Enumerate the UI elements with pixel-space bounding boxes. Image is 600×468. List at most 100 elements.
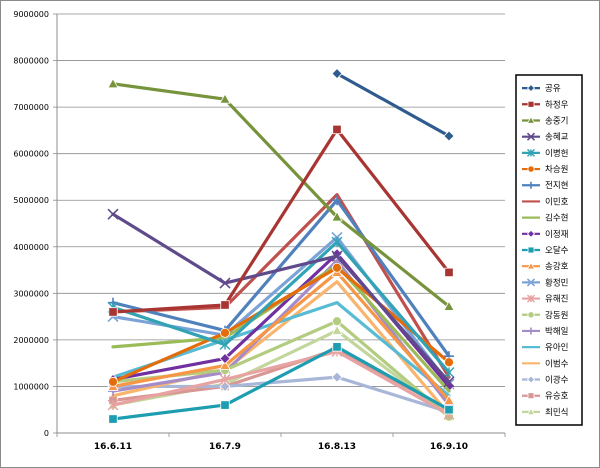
data-point (219, 93, 231, 104)
y-tick-label: 7000000 (13, 103, 49, 112)
legend-item: 유해진 (522, 294, 568, 305)
legend-item: 최민식 (522, 407, 568, 418)
legend-item: 차승원 (522, 165, 568, 175)
data-point (219, 352, 231, 365)
x-tick-label: 16.6.11 (94, 442, 132, 452)
data-point (219, 359, 231, 370)
y-tick-label: 9000000 (13, 10, 49, 19)
legend-marker (526, 84, 536, 93)
legend-label: 이범수 (545, 358, 569, 369)
legend-marker (527, 327, 535, 335)
legend-label: 김수현 (545, 213, 568, 224)
data-point (444, 405, 454, 415)
legend-item: 이민호 (522, 196, 569, 207)
series-2 (108, 124, 454, 317)
legend-marker (527, 392, 535, 400)
series-line (111, 240, 451, 375)
legend-item: 송강호 (522, 261, 569, 272)
legend-item: 송혜교 (522, 132, 569, 143)
legend-marker (527, 294, 535, 303)
series-line (111, 198, 451, 358)
series-line (111, 349, 451, 416)
legend-label: 이병헌 (545, 148, 568, 159)
legend-item: 이광수 (522, 375, 569, 386)
data-point (332, 316, 342, 327)
series-line (111, 212, 451, 384)
legend-label: 차승원 (545, 165, 568, 175)
x-tick-label: 16.8.13 (318, 442, 356, 452)
legend-label: 하정우 (545, 99, 569, 110)
legend-marker (526, 375, 536, 384)
legend-item: 송중기 (522, 116, 568, 126)
data-point (107, 78, 119, 89)
series-11 (108, 342, 454, 424)
data-point (332, 124, 342, 135)
y-tick-label: 2000000 (13, 336, 49, 345)
legend-marker (526, 132, 536, 141)
data-point (331, 371, 343, 383)
legend-item: 이병헌 (522, 148, 568, 159)
gridlines (57, 13, 505, 387)
y-tick-label: 3000000 (13, 289, 49, 298)
legend-item: 강동원 (522, 310, 568, 321)
series-line (111, 127, 451, 314)
legend-item: 유승호 (522, 392, 569, 402)
series-line (111, 375, 451, 414)
x-tick-label: 16.9.10 (430, 442, 468, 452)
legend-label: 유해진 (545, 294, 568, 305)
data-point (220, 300, 230, 310)
legend-item: 김수현 (522, 213, 568, 224)
legend-label: 공유 (545, 84, 561, 94)
series-12 (107, 266, 455, 405)
series-line (335, 71, 451, 138)
y-tick-label: 1000000 (13, 382, 49, 391)
data-point (219, 339, 231, 351)
legend-item: 이범수 (522, 358, 569, 369)
data-point (107, 208, 119, 220)
series-6 (108, 262, 454, 387)
y-tick-label: 8000000 (13, 57, 49, 66)
data-point (331, 68, 343, 80)
legend-label: 유승호 (545, 392, 569, 402)
legend-label: 이광수 (545, 375, 569, 386)
data-point (331, 324, 343, 335)
legend-item: 하정우 (522, 99, 569, 110)
data-point (332, 342, 342, 352)
series-line (111, 345, 451, 421)
legend-label: 전지현 (545, 180, 568, 191)
legend-item: 오달수 (522, 245, 569, 256)
legend-marker (526, 116, 536, 124)
y-tick-label: 5000000 (13, 196, 49, 205)
series-line (111, 270, 451, 403)
legend: 공유하정우송중기송혜교이병헌차승원전지현이민호김수현이정재오달수송강호황정민유해… (515, 74, 583, 426)
legend-item: 공유 (522, 84, 561, 94)
series-line (111, 266, 451, 384)
data-point (443, 130, 455, 142)
legend-marker (527, 165, 535, 173)
legend-label: 박해일 (545, 326, 568, 337)
data-point (220, 400, 230, 410)
data-point (444, 357, 454, 368)
legend-marker (527, 246, 535, 254)
legend-label: 송강호 (545, 261, 569, 272)
legend-label: 최민식 (545, 407, 568, 418)
legend-item: 유아인 (522, 342, 568, 353)
legend-label: 강동원 (545, 310, 568, 321)
legend-label: 유아인 (545, 342, 568, 353)
legend-label: 황정민 (545, 277, 568, 288)
legend-item: 박해일 (522, 326, 568, 337)
legend-marker (527, 181, 535, 189)
data-point (443, 300, 455, 311)
y-tick-label: 4000000 (13, 243, 49, 252)
legend-marker (526, 261, 536, 270)
data-point (444, 267, 454, 278)
data-point (443, 394, 455, 405)
data-point (219, 373, 231, 385)
data-point (219, 380, 231, 393)
data-point (331, 236, 343, 248)
axes: 0 1000000 2000000 3000000 4000000 5000000 6000… (13, 10, 506, 452)
legend-label: 이정재 (545, 229, 568, 240)
series-line (111, 259, 451, 407)
x-tick-label: 16.7.9 (209, 442, 241, 452)
